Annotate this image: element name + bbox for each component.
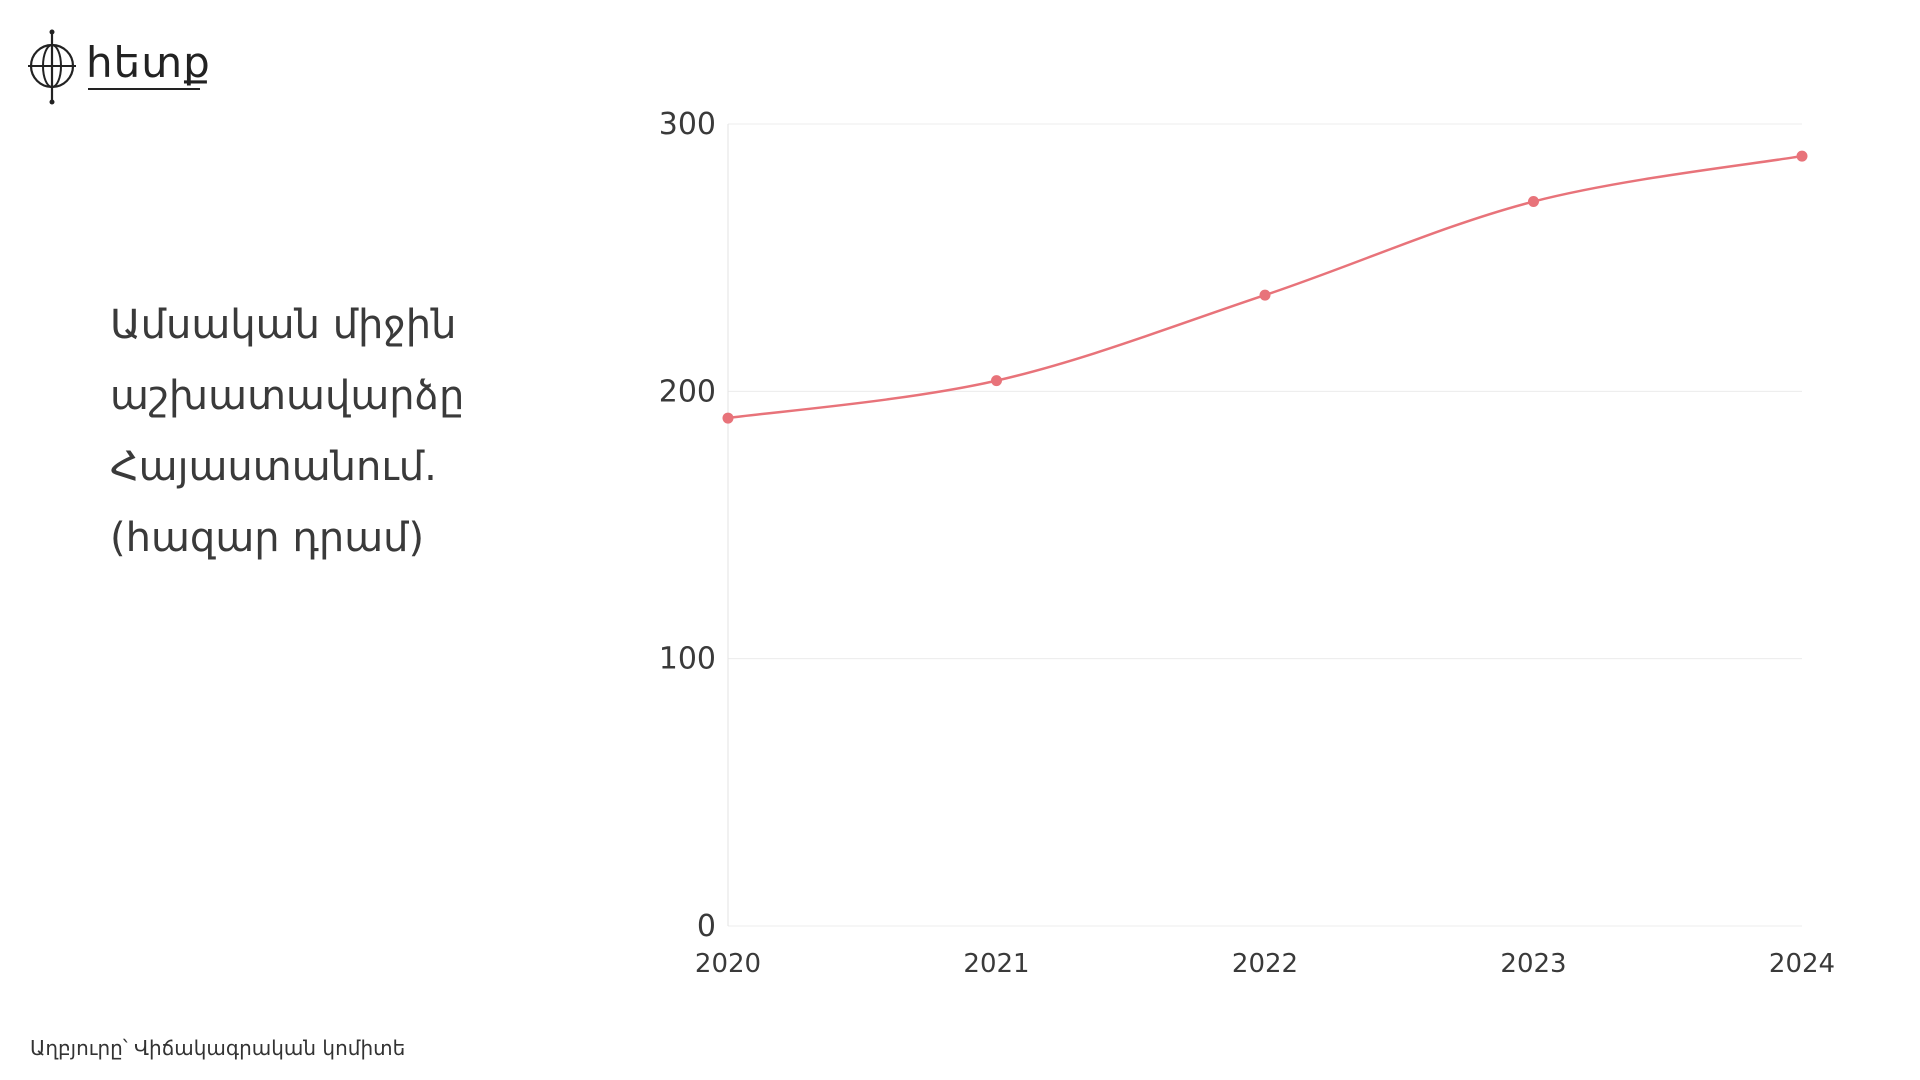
y-tick-label-300: 300 bbox=[659, 107, 716, 142]
logo-underline bbox=[88, 88, 200, 90]
y-tick-label-100: 100 bbox=[659, 642, 716, 677]
series-line-0 bbox=[727, 154, 1803, 420]
x-tick-label-2024: 2024 bbox=[1769, 949, 1835, 979]
data-point-2024 bbox=[1796, 150, 1808, 162]
logo-wordmark: հետք bbox=[86, 38, 211, 87]
y-tick-label-0: 0 bbox=[697, 909, 716, 944]
data-point-2020 bbox=[722, 412, 734, 424]
chart-title: Ամսական միջին աշխատավարձը Հայաստանում. (… bbox=[110, 290, 550, 574]
title-line-1: Ամսական միջին bbox=[110, 302, 457, 348]
logo: հետք bbox=[28, 28, 228, 108]
x-tick-label-2020: 2020 bbox=[695, 949, 761, 979]
data-point-2022 bbox=[1259, 289, 1271, 301]
y-tick-label-200: 200 bbox=[659, 374, 716, 409]
x-tick-label-2022: 2022 bbox=[1232, 949, 1298, 979]
label-layer: 0 100 200 300 2020 2021 2022 2023 2024 bbox=[659, 107, 1835, 979]
source-note: Աղբյուրը՝ Վիճակագրական կոմիտե bbox=[30, 1036, 406, 1060]
data-point-2021 bbox=[991, 375, 1002, 387]
data-point-2023 bbox=[1528, 196, 1539, 208]
globe-crosshair-icon bbox=[28, 29, 76, 105]
x-tick-label-2021: 2021 bbox=[963, 949, 1029, 979]
title-line-2: աշխատավարձը bbox=[110, 373, 465, 419]
series-layer bbox=[722, 150, 1808, 424]
title-line-4: (հազար դրամ) bbox=[110, 515, 425, 561]
title-line-3: Հայաստանում. bbox=[110, 444, 437, 490]
grid-layer bbox=[728, 123, 1802, 927]
x-tick-label-2023: 2023 bbox=[1500, 949, 1566, 979]
